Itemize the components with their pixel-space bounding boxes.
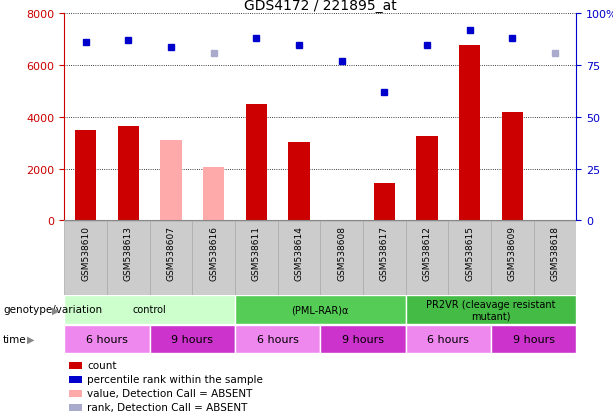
Bar (246, 105, 267, 221)
Bar (69, 362, 82, 369)
Text: rank, Detection Call = ABSENT: rank, Detection Call = ABSENT (88, 402, 248, 412)
Text: 6 hours: 6 hours (427, 334, 469, 344)
Text: GSM538610: GSM538610 (81, 225, 90, 280)
Text: 6 hours: 6 hours (86, 334, 128, 344)
Bar (235, 325, 320, 353)
Bar (161, 141, 181, 221)
Text: GSM538614: GSM538614 (294, 225, 303, 280)
Text: GSM538612: GSM538612 (422, 225, 432, 280)
Text: 9 hours: 9 hours (512, 334, 555, 344)
Bar (363, 222, 406, 295)
Bar (533, 222, 576, 295)
Bar (416, 137, 438, 221)
Bar (288, 142, 310, 221)
Bar (501, 112, 523, 221)
Bar (491, 325, 576, 353)
Bar (491, 222, 533, 295)
Text: count: count (88, 361, 117, 370)
Text: (PML-RAR)α: (PML-RAR)α (292, 305, 349, 315)
Bar (373, 183, 395, 221)
Bar (320, 222, 363, 295)
Bar (150, 222, 192, 295)
Bar (69, 390, 82, 397)
Text: 9 hours: 9 hours (171, 334, 213, 344)
Text: GSM538618: GSM538618 (550, 225, 560, 280)
Text: ▶: ▶ (52, 305, 59, 315)
Bar (75, 131, 96, 221)
Bar (235, 295, 406, 324)
Text: GSM538611: GSM538611 (252, 225, 261, 280)
Text: ▶: ▶ (28, 334, 35, 344)
Bar (69, 376, 82, 383)
Bar (459, 45, 480, 221)
Text: time: time (3, 334, 27, 344)
Bar (118, 127, 139, 221)
Text: percentile rank within the sample: percentile rank within the sample (88, 375, 263, 385)
Text: GSM538615: GSM538615 (465, 225, 474, 280)
Title: GDS4172 / 221895_at: GDS4172 / 221895_at (244, 0, 397, 14)
Bar (278, 222, 320, 295)
Bar (69, 404, 82, 411)
Bar (107, 222, 150, 295)
Bar (64, 222, 107, 295)
Bar (64, 325, 150, 353)
Bar (235, 222, 278, 295)
Text: 6 hours: 6 hours (257, 334, 299, 344)
Text: genotype/variation: genotype/variation (3, 305, 102, 315)
Bar (64, 295, 235, 324)
Bar (320, 325, 406, 353)
Text: 9 hours: 9 hours (342, 334, 384, 344)
Text: GSM538613: GSM538613 (124, 225, 133, 280)
Bar (448, 222, 491, 295)
Text: GSM538607: GSM538607 (167, 225, 175, 280)
Text: GSM538617: GSM538617 (380, 225, 389, 280)
Bar (192, 222, 235, 295)
Text: PR2VR (cleavage resistant
mutant): PR2VR (cleavage resistant mutant) (426, 299, 555, 320)
Bar (150, 325, 235, 353)
Bar (406, 222, 448, 295)
Text: control: control (133, 305, 167, 315)
Text: value, Detection Call = ABSENT: value, Detection Call = ABSENT (88, 388, 253, 398)
Bar (406, 325, 491, 353)
Text: GSM538609: GSM538609 (508, 225, 517, 280)
Bar (203, 168, 224, 221)
Text: GSM538608: GSM538608 (337, 225, 346, 280)
Text: GSM538616: GSM538616 (209, 225, 218, 280)
Bar (406, 295, 576, 324)
